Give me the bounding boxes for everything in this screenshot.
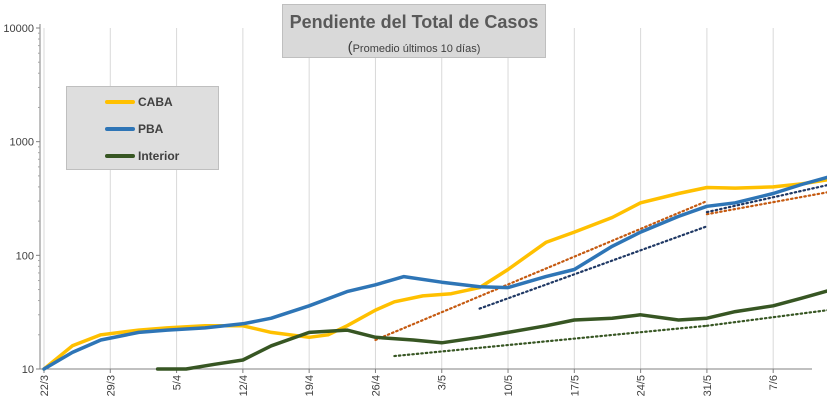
series-lines [42, 175, 827, 371]
series-line-interior [155, 289, 827, 371]
x-tick-label: 17/5 [569, 375, 581, 396]
x-tick-label: 7/6 [768, 375, 780, 390]
legend-swatch-interior [105, 154, 135, 158]
x-tick-label: 24/5 [636, 375, 648, 396]
legend-label-interior: Interior [138, 149, 180, 163]
x-tick-label: 10/5 [503, 375, 515, 396]
x-tick-label: 29/3 [105, 375, 117, 396]
legend-label-pba: PBA [138, 122, 164, 136]
legend-item-interior: Interior [67, 146, 220, 166]
trendline [478, 225, 709, 310]
x-tick-label: 3/5 [437, 375, 449, 390]
legend: CABA PBA Interior [66, 86, 219, 170]
trendline [705, 184, 827, 214]
trendline [705, 191, 827, 216]
x-tick-label: 19/4 [304, 375, 316, 396]
vertical-grid [43, 28, 774, 369]
trendline [393, 324, 709, 358]
trendline [705, 309, 827, 327]
y-tick-labels: 10 100 1000 10000 [3, 23, 34, 376]
x-tick-label: 31/5 [702, 375, 714, 396]
legend-label-caba: CABA [138, 95, 173, 109]
x-tick-label: 22/3 [39, 375, 51, 396]
legend-item-pba: PBA [67, 119, 220, 139]
chart-subtitle: Promedio últimos 10 días [352, 43, 477, 55]
series-line-pba [42, 175, 827, 371]
x-tick-label: 5/4 [172, 375, 184, 390]
y-tick-label: 10 [22, 364, 34, 376]
trendlines [374, 184, 827, 358]
y-tick-label: 1000 [10, 137, 34, 149]
chart-subtitle-wrap: (Promedio últimos 10 días) [347, 39, 481, 56]
legend-swatch-pba [105, 127, 135, 131]
y-tick-label: 100 [16, 250, 34, 262]
x-tick-label: 26/4 [370, 375, 382, 396]
legend-item-caba: CABA [67, 92, 220, 112]
trendline [374, 200, 709, 342]
x-tick-label: 12/4 [238, 375, 250, 396]
chart-title: Pendiente del Total de Casos [289, 12, 539, 32]
chart-title-box: Pendiente del Total de Casos (Promedio ú… [282, 4, 546, 58]
axes [36, 24, 812, 373]
legend-swatch-caba [105, 100, 135, 104]
y-tick-label: 10000 [3, 23, 34, 35]
x-tick-labels: 22/3 29/3 5/4 12/4 19/4 26/4 3/5 10/5 17/5 24/5 31… [39, 375, 780, 396]
